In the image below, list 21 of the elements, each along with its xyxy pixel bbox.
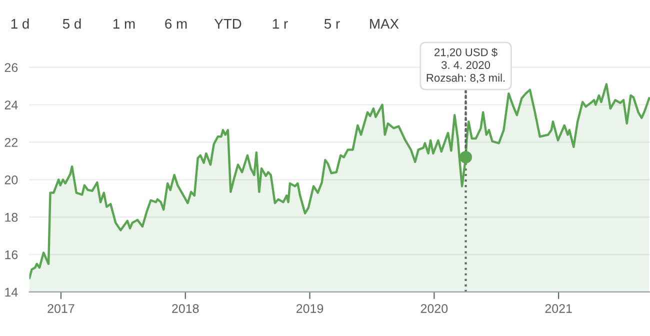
y-tick-label: 14 [5, 288, 18, 297]
text: YTD [214, 19, 242, 29]
text: 6 m [165, 18, 187, 29]
y-tick-label: 16 [5, 250, 18, 260]
text: MAX [370, 19, 399, 29]
y-tick-label: 18 [5, 212, 18, 222]
text: 1 r [272, 19, 288, 29]
y-tick-label: 20 [4, 175, 18, 184]
y-tick-label: 26 [4, 63, 18, 72]
y-tick-label: 24 [4, 100, 18, 110]
x-tick-label: 2020 [420, 304, 448, 313]
y-tick-label: 22 [4, 138, 18, 147]
text: 5 r [324, 19, 340, 29]
x-tick-label: 2018 [172, 304, 199, 313]
text: 1 d [11, 18, 29, 29]
annotation: 21,20 USD $ 3. 4. 2020 Rozsah: 8,3 mil. [426, 48, 505, 84]
x-tick-label: 2021 [545, 304, 572, 313]
text: 1 m [113, 19, 135, 29]
x-tick-label: 2017 [48, 304, 74, 313]
x-tick-label: 2019 [296, 304, 324, 313]
text: 5 d [62, 18, 81, 29]
